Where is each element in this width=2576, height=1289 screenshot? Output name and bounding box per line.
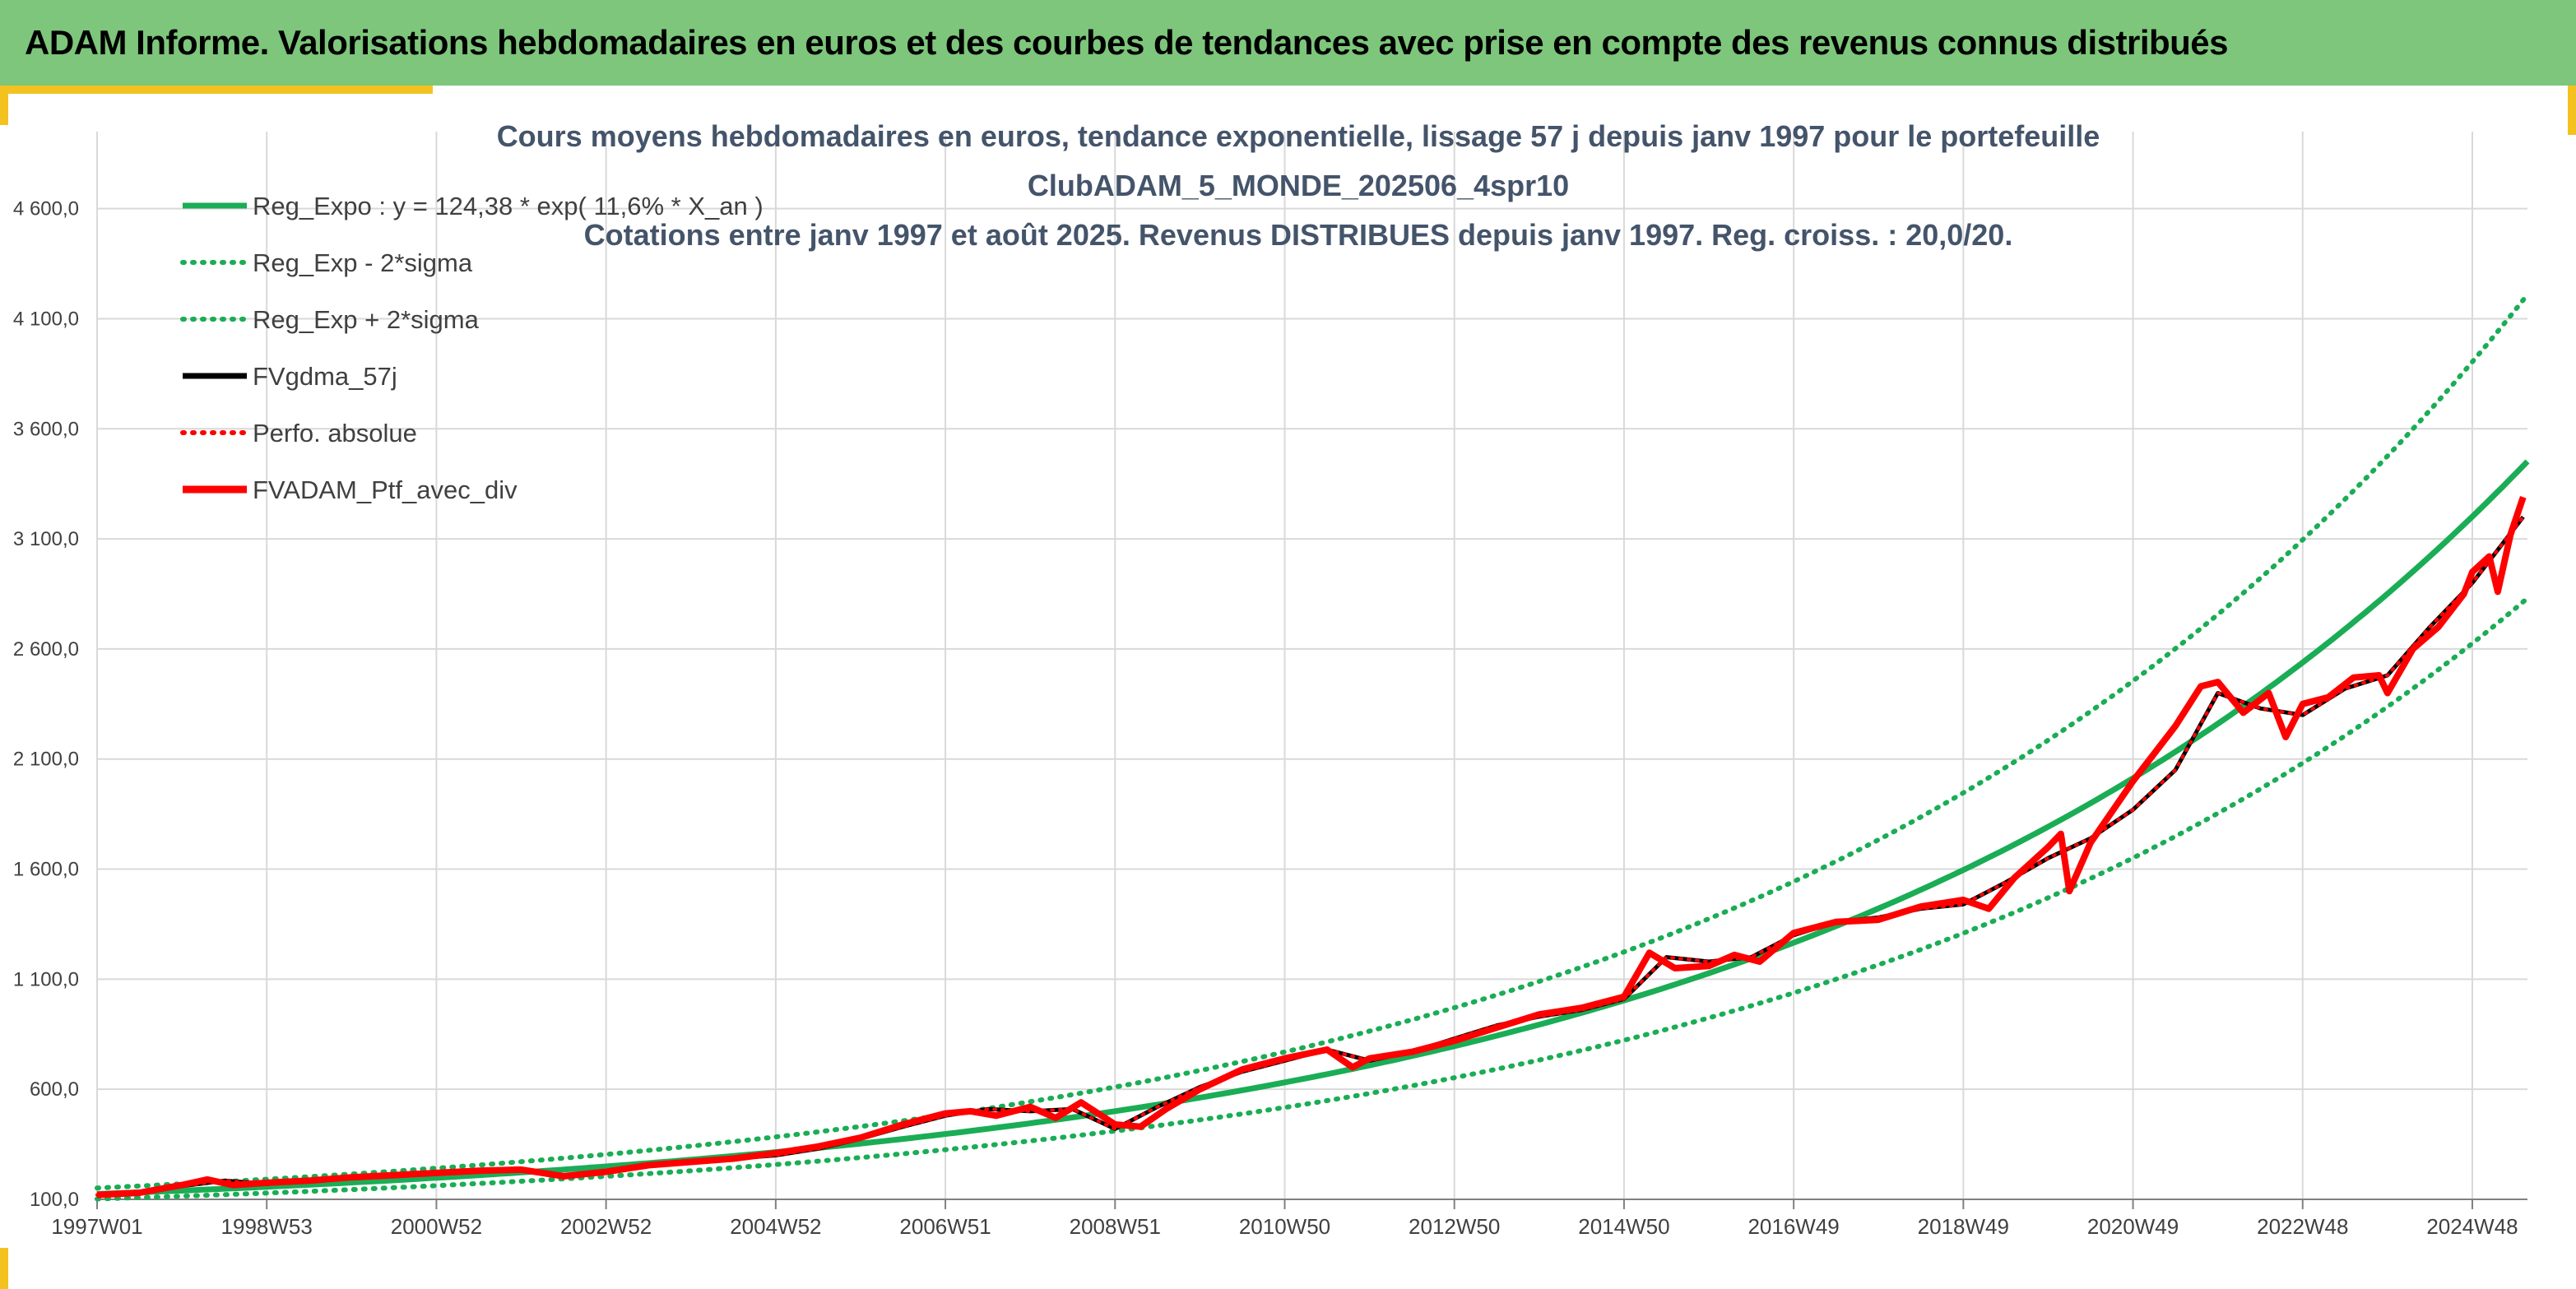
- legend-label: Reg_Exp + 2*sigma: [253, 305, 480, 334]
- chart: 100,0 600,0 1 100,0 1 600,0 2 100,0 2 600,0 3 …: [13, 119, 2530, 1239]
- y-tick-label: 2 600,0: [13, 638, 79, 661]
- x-tick-label: 2016W49: [1748, 1214, 1839, 1239]
- chart-title-line: Cotations entre janv 1997 et août 2025. …: [584, 218, 2013, 252]
- x-tick-label: 2006W51: [899, 1214, 991, 1239]
- x-tick-label: 2014W50: [1578, 1214, 1669, 1239]
- chart-legend: Reg_Expo : y = 124,38 * exp( 11,6% * X_a…: [180, 192, 764, 504]
- y-tick-label: 4 600,0: [13, 198, 79, 220]
- series-line-trend_high: [95, 292, 2530, 1191]
- legend-label: Reg_Exp - 2*sigma: [253, 248, 473, 277]
- x-tick-label: 1998W53: [221, 1214, 313, 1239]
- legend-label: FVgdma_57j: [253, 362, 397, 391]
- chart-series: [95, 292, 2530, 1202]
- corner-accent-top-left: [0, 86, 433, 94]
- x-tick-label: 2010W50: [1239, 1214, 1330, 1239]
- series-line-trend: [96, 459, 2530, 1197]
- x-tick-label: 2004W52: [730, 1214, 821, 1239]
- y-tick-label: 600,0: [30, 1078, 79, 1101]
- chart-title-line: Cours moyens hebdomadaires en euros, ten…: [497, 119, 2100, 153]
- chart-title-line: ClubADAM_5_MONDE_202506_4spr10: [1028, 169, 1569, 202]
- x-tick-label: 2024W48: [2426, 1214, 2518, 1239]
- x-tick-label: 2012W50: [1409, 1214, 1500, 1239]
- banner-title: ADAM Informe. Valorisations hebdomadaire…: [25, 23, 2229, 62]
- x-tick-label: 2022W48: [2257, 1214, 2348, 1239]
- y-tick-label: 3 100,0: [13, 528, 79, 550]
- y-tick-label: 1 600,0: [13, 859, 79, 881]
- legend-label: Reg_Expo : y = 124,38 * exp( 11,6% * X_a…: [253, 192, 764, 220]
- corner-accent-right-edge: [2568, 86, 2576, 135]
- series-line-data: [95, 515, 2525, 1197]
- x-tick-label: 2018W49: [1918, 1214, 2009, 1239]
- legend-label: FVADAM_Ptf_avec_div: [253, 475, 518, 504]
- y-tick-label: 3 600,0: [13, 418, 79, 440]
- x-tick-label: 1997W01: [51, 1214, 142, 1239]
- x-tick-label: 2008W51: [1070, 1214, 1161, 1239]
- y-tick-label: 1 100,0: [13, 968, 79, 990]
- y-tick-label: 100,0: [30, 1189, 79, 1211]
- x-tick-label: 2000W52: [391, 1214, 482, 1239]
- chart-axes: 100,0 600,0 1 100,0 1 600,0 2 100,0 2 600,0 3 …: [13, 198, 2527, 1239]
- series-line-data: [96, 515, 2525, 1198]
- corner-accent-left-edge: [0, 86, 8, 125]
- legend-label: Perfo. absolue: [253, 419, 417, 447]
- x-tick-label: 2020W49: [2087, 1214, 2179, 1239]
- chart-title: Cours moyens hebdomadaires en euros, ten…: [497, 119, 2100, 252]
- series-line-trend_low: [95, 596, 2530, 1202]
- y-tick-label: 2 100,0: [13, 749, 79, 771]
- series-line-data: [96, 496, 2527, 1199]
- y-tick-label: 4 100,0: [13, 308, 79, 330]
- corner-accent-bottom-left: [0, 1248, 8, 1289]
- x-tick-label: 2002W52: [560, 1214, 652, 1239]
- page-banner: ADAM Informe. Valorisations hebdomadaire…: [0, 0, 2576, 86]
- chart-grid: [96, 132, 2527, 1200]
